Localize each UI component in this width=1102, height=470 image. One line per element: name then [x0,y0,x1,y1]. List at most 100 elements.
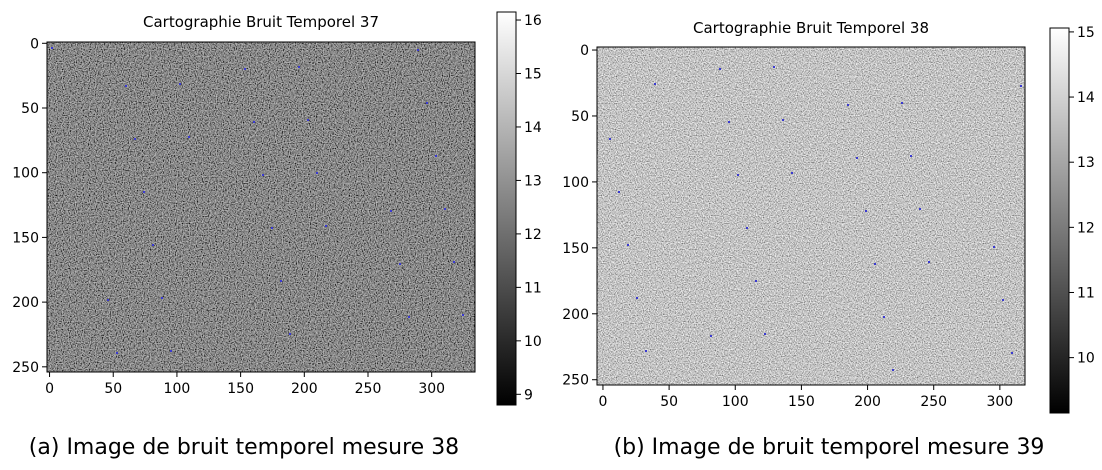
hot-pixel [1020,85,1022,87]
hot-pixel [408,316,410,318]
hot-pixel [782,119,784,121]
hot-pixel [719,68,721,70]
hot-pixel [125,85,127,87]
hot-pixel [847,104,849,106]
x-tick-label: 200 [854,394,881,410]
colorbar-tick-label: 13 [1077,155,1095,171]
axes-frame [596,46,1026,386]
hot-pixel [188,136,190,138]
hot-pixel [134,138,136,140]
hot-pixel [737,174,739,176]
hot-pixel [710,335,712,337]
x-tick-label: 250 [355,381,382,397]
hot-pixel [444,208,446,210]
y-tick-label: 100 [562,175,589,191]
y-tick-label: 150 [562,241,589,257]
hot-pixel [116,352,118,354]
colorbar-tick-label: 16 [524,13,542,29]
hot-pixel [919,208,921,210]
hot-pixel [764,333,766,335]
hot-pixel [307,119,309,121]
hot-pixel [874,263,876,265]
hot-pixel [462,314,464,316]
hot-pixel [399,263,401,265]
hot-pixel [1002,299,1004,301]
colorbar [1049,27,1070,414]
caption: (a) Image de bruit temporel mesure 38 [29,435,459,460]
colorbar-tick-label: 10 [524,334,542,350]
x-tick-label: 0 [598,394,607,410]
hot-pixel [325,225,327,227]
hot-pixel [865,210,867,212]
hot-pixel [910,155,912,157]
hot-pixel [791,172,793,174]
y-tick-label: 100 [12,166,39,182]
colorbar-tick-label: 11 [524,280,542,296]
y-tick-label: 0 [580,43,589,59]
hot-pixel [636,297,638,299]
chart-title: Cartographie Bruit Temporel 38 [693,19,929,37]
y-tick-label: 250 [12,360,39,376]
hot-pixel [244,68,246,70]
hot-pixel [280,280,282,282]
colorbar-tick-label: 15 [1077,25,1095,41]
y-tick-label: 0 [30,36,39,52]
hot-pixel [161,297,163,299]
hot-pixel [746,227,748,229]
hot-pixel [426,102,428,104]
hot-pixel [271,227,273,229]
hot-pixel [755,280,757,282]
hot-pixel [316,172,318,174]
caption: (b) Image de bruit temporel mesure 39 [614,435,1045,460]
image [597,47,1025,385]
hot-pixel [609,138,611,140]
hot-pixel [390,210,392,212]
y-tick-label: 150 [12,230,39,246]
hot-pixel [107,299,109,301]
hot-pixel [143,191,145,193]
hot-pixel [51,47,53,49]
x-tick-label: 250 [920,394,947,410]
hot-pixel [417,49,419,51]
hot-pixel [152,244,154,246]
y-tick-label: 50 [571,109,589,125]
x-tick-label: 0 [45,381,54,397]
hot-pixel [773,66,775,68]
x-tick-label: 150 [227,381,254,397]
colorbar-tick-label: 11 [1077,285,1095,301]
axes-frame [46,41,476,373]
colorbar-tick-label: 10 [1077,351,1095,367]
hot-pixel [1011,352,1013,354]
colorbar-tick-label: 14 [524,120,542,136]
hot-pixel [883,316,885,318]
colorbar-tick-label: 9 [524,387,533,403]
hot-pixel [618,191,620,193]
colorbar-tick-label: 12 [1077,220,1095,236]
x-tick-label: 100 [164,381,191,397]
hot-pixel [892,369,894,371]
hot-pixel [928,261,930,263]
chart-title: Cartographie Bruit Temporel 37 [143,13,379,31]
image [47,42,475,372]
x-tick-label: 50 [660,394,678,410]
hot-pixel [645,350,647,352]
y-tick-label: 50 [21,101,39,117]
hot-pixel [901,102,903,104]
hot-pixel [993,246,995,248]
hot-pixel [179,83,181,85]
x-tick-label: 300 [418,381,445,397]
hot-pixel [289,333,291,335]
x-tick-label: 50 [104,381,122,397]
colorbar-tick-label: 13 [524,173,542,189]
x-tick-label: 100 [722,394,749,410]
hot-pixel [170,350,172,352]
x-tick-label: 300 [986,394,1013,410]
y-tick-label: 250 [562,373,589,389]
hot-pixel [728,121,730,123]
colorbar [496,11,517,406]
x-tick-label: 200 [291,381,318,397]
hot-pixel [298,66,300,68]
x-tick-label: 150 [788,394,815,410]
y-tick-label: 200 [562,307,589,323]
